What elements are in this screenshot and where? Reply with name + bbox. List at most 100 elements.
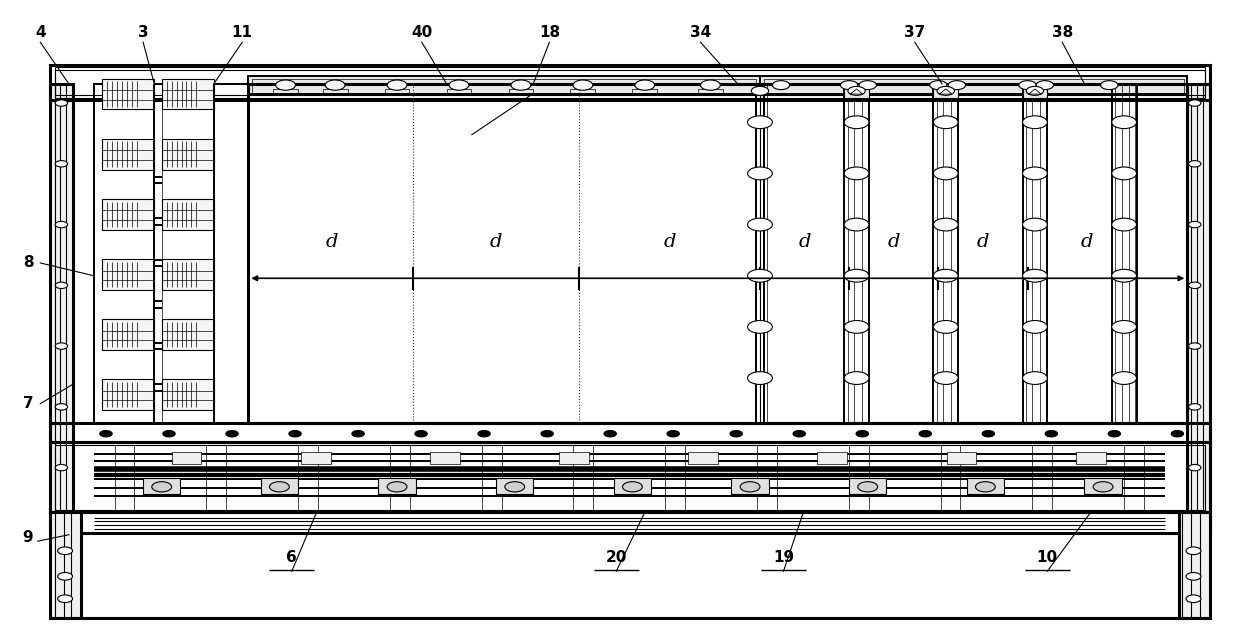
Text: d: d — [325, 233, 337, 251]
Circle shape — [387, 481, 407, 492]
Bar — [496, 478, 533, 494]
Bar — [51, 65, 1209, 100]
Bar — [666, 445, 684, 510]
Bar — [844, 84, 869, 423]
Bar — [384, 89, 409, 94]
Bar — [632, 89, 657, 94]
Bar — [1125, 445, 1145, 510]
Bar — [301, 452, 331, 465]
Circle shape — [844, 269, 869, 282]
Circle shape — [1112, 372, 1137, 385]
Circle shape — [844, 167, 869, 179]
Circle shape — [751, 87, 769, 96]
Bar — [844, 84, 869, 98]
Bar — [764, 79, 1183, 93]
Circle shape — [1112, 218, 1137, 231]
Bar — [93, 84, 248, 423]
Bar — [102, 319, 154, 350]
Circle shape — [1101, 81, 1118, 90]
Text: 18: 18 — [539, 25, 560, 40]
Circle shape — [1019, 81, 1037, 90]
Bar — [760, 76, 1187, 94]
Bar — [817, 452, 847, 465]
Circle shape — [748, 218, 773, 231]
Bar — [1085, 478, 1122, 494]
Circle shape — [1027, 87, 1044, 96]
Bar — [758, 445, 776, 510]
Circle shape — [1188, 100, 1200, 106]
Text: d: d — [663, 233, 676, 251]
Bar — [102, 79, 154, 110]
Circle shape — [1045, 431, 1058, 437]
Bar — [698, 89, 723, 94]
Circle shape — [976, 481, 996, 492]
Bar — [934, 84, 959, 98]
Circle shape — [740, 481, 760, 492]
Circle shape — [56, 404, 67, 410]
Bar — [573, 445, 593, 510]
Circle shape — [848, 87, 866, 96]
Bar — [688, 452, 718, 465]
Bar — [378, 478, 415, 494]
Circle shape — [1023, 320, 1048, 333]
Circle shape — [1023, 269, 1048, 282]
Circle shape — [748, 167, 773, 179]
Bar — [1023, 84, 1048, 98]
Circle shape — [1112, 269, 1137, 282]
Circle shape — [1112, 116, 1137, 129]
Circle shape — [1112, 320, 1137, 333]
Bar — [849, 445, 869, 510]
Circle shape — [930, 81, 947, 90]
Circle shape — [919, 431, 931, 437]
Text: d: d — [799, 233, 811, 251]
Bar — [1187, 84, 1209, 512]
Bar — [732, 478, 769, 494]
Bar — [298, 445, 317, 510]
Bar — [389, 445, 409, 510]
Circle shape — [352, 431, 365, 437]
Bar — [102, 379, 154, 410]
Circle shape — [541, 431, 553, 437]
Circle shape — [269, 481, 289, 492]
Text: 8: 8 — [22, 255, 33, 271]
Circle shape — [622, 481, 642, 492]
Bar — [51, 84, 72, 512]
Circle shape — [982, 431, 994, 437]
Circle shape — [748, 116, 773, 129]
Circle shape — [56, 343, 67, 349]
Bar — [1076, 452, 1106, 465]
Circle shape — [748, 320, 773, 333]
Circle shape — [289, 431, 301, 437]
Circle shape — [844, 320, 869, 333]
Text: 20: 20 — [605, 549, 627, 565]
Bar — [114, 445, 134, 510]
Circle shape — [701, 80, 720, 90]
Circle shape — [859, 81, 877, 90]
Bar — [934, 84, 959, 423]
Bar — [481, 445, 501, 510]
Bar — [102, 259, 154, 290]
Bar — [161, 79, 213, 110]
Bar — [508, 89, 533, 94]
Bar — [570, 89, 595, 94]
Circle shape — [477, 431, 490, 437]
Bar — [756, 84, 764, 423]
Text: 4: 4 — [35, 25, 46, 40]
Circle shape — [844, 372, 869, 385]
Circle shape — [667, 431, 680, 437]
Circle shape — [934, 167, 959, 179]
Bar — [102, 139, 154, 170]
Bar — [430, 452, 460, 465]
Circle shape — [151, 481, 171, 492]
Circle shape — [858, 481, 878, 492]
Bar — [56, 445, 1204, 510]
Bar — [51, 442, 1209, 512]
Bar — [849, 478, 887, 494]
Circle shape — [56, 282, 67, 288]
Bar — [559, 452, 589, 465]
Circle shape — [1185, 595, 1200, 603]
Circle shape — [934, 218, 959, 231]
Bar — [1033, 445, 1053, 510]
Circle shape — [1185, 547, 1200, 554]
Circle shape — [1188, 465, 1200, 470]
